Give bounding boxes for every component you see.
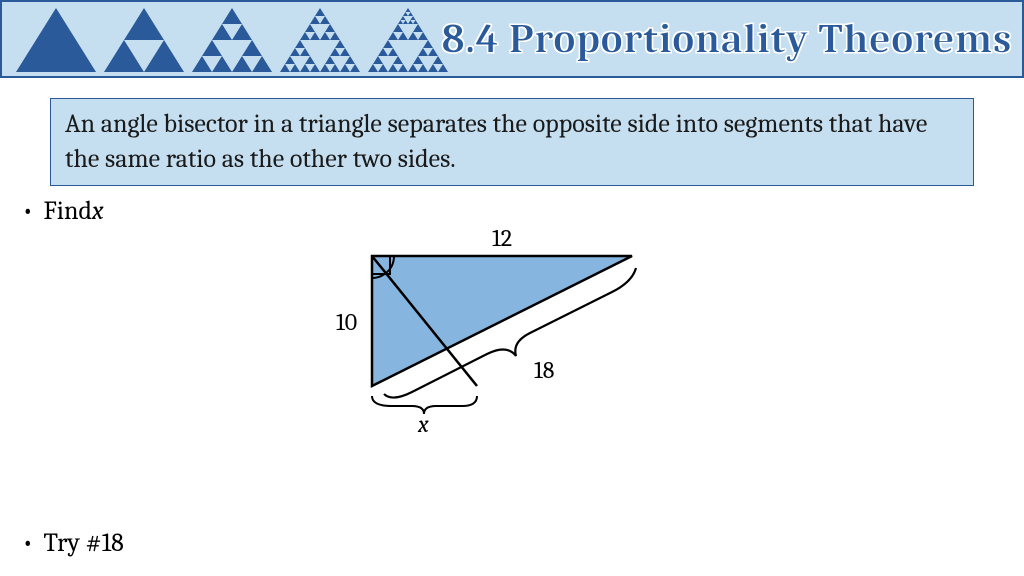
try-prompt: • Try #18 bbox=[22, 528, 124, 558]
diagram-container: 12 10 x 18 bbox=[0, 216, 1024, 446]
label-hypotenuse: 18 bbox=[534, 356, 554, 384]
header-triangle-decoration bbox=[2, 2, 510, 76]
label-top: 12 bbox=[492, 224, 512, 252]
slide-title: 8.4 Proportionality Theorems bbox=[441, 15, 1012, 64]
slide-header: 8.4 Proportionality Theorems bbox=[0, 0, 1024, 78]
try-text: Try #18 bbox=[44, 528, 124, 558]
label-left: 10 bbox=[336, 308, 357, 336]
bullet-icon: • bbox=[22, 528, 34, 558]
theorem-statement: An angle bisector in a triangle separate… bbox=[50, 98, 974, 186]
triangle-diagram: 12 10 x 18 bbox=[302, 216, 722, 446]
label-x: x bbox=[418, 410, 429, 438]
